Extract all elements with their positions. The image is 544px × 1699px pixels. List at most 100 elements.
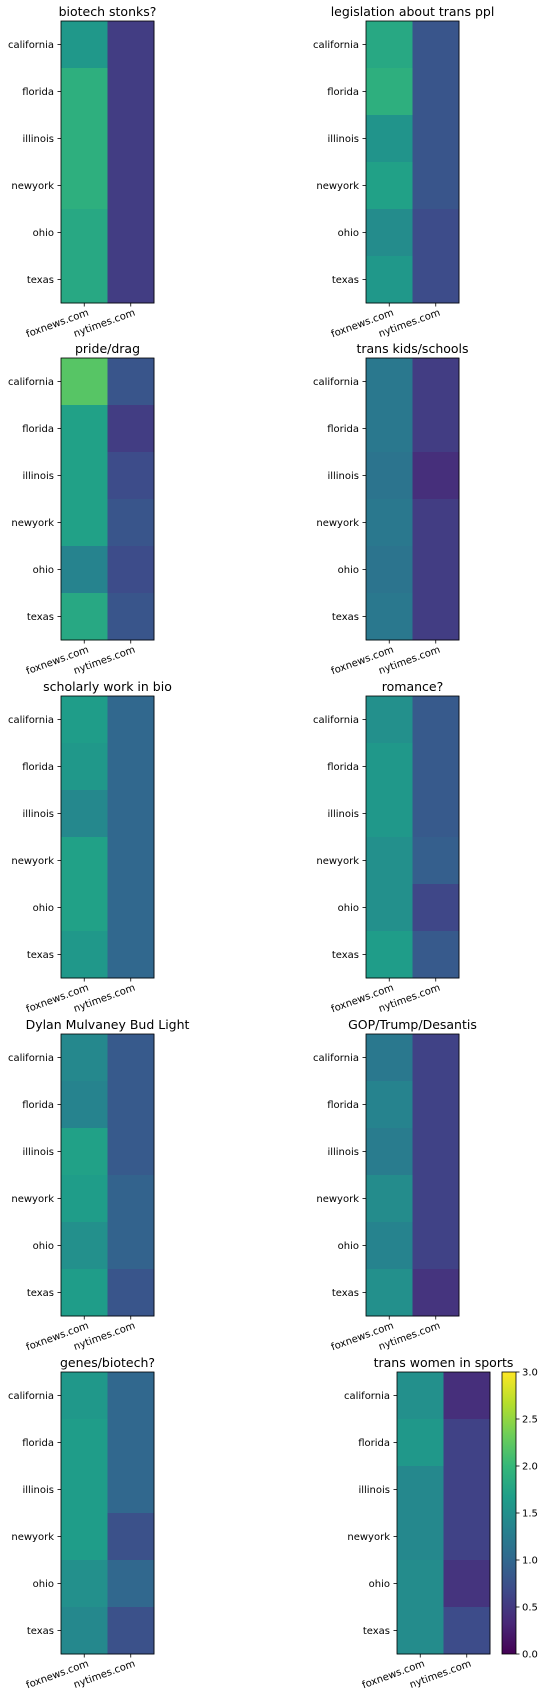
heatmap-cell [107,931,155,979]
heatmap-cell [107,452,155,500]
heatmap-cell [61,1466,108,1514]
heatmap-cell [107,1607,155,1655]
y-tick-label: newyork [316,181,359,192]
y-tick-label: california [8,1053,54,1064]
y-tick-label: florida [327,762,359,773]
heatmap-cell [366,452,413,500]
heatmap-cell [412,593,460,641]
heatmap-cell [412,499,460,547]
heatmap-cell [397,1372,444,1420]
heatmap-cell [443,1419,491,1467]
heatmap-cell [61,21,108,69]
heatmap-cell [366,162,413,210]
y-tick-label: texas [332,1288,359,1299]
plot-frame [365,695,460,979]
heatmap-cell [366,790,413,838]
y-tick-label: california [313,715,359,726]
heatmap-cell [366,256,413,304]
heatmap-cell [366,696,413,744]
heatmap-cell [61,1419,108,1467]
y-tick-label: florida [22,87,54,98]
heatmap-cell [412,452,460,500]
y-tick-label: california [8,377,54,388]
heatmap-cell [107,884,155,932]
heatmap-cell [366,68,413,116]
heatmap-cell [61,790,108,838]
heatmap-cell [443,1372,491,1420]
heatmap-cell [107,593,155,641]
heatmap-cell [61,546,108,594]
heatmap-cell [366,499,413,547]
heatmap-cell [412,1128,460,1176]
y-tick-label: newyork [316,1194,359,1205]
heatmap-cell [366,1128,413,1176]
y-tick-label: ohio [338,228,359,239]
heatmap-trans-kids-schools: trans kids/schools california florida illin… [313,341,469,677]
heatmap-cell [61,837,108,885]
y-tick-label: illinois [22,1485,54,1496]
plot-frame [396,1371,491,1655]
chart-title: romance? [382,679,443,694]
y-tick-label: california [313,377,359,388]
heatmap-cell [412,358,460,406]
colorbar-tick-label: 1.0 [522,1556,538,1567]
heatmap-dylan-mulvaney-bud-light: Dylan Mulvaney Bud Light california florid… [8,1017,190,1353]
plot-frame [60,695,155,979]
heatmap-cell [107,696,155,744]
heatmap-cell [412,405,460,453]
heatmap-cell [61,68,108,116]
chart-title: trans women in sports [374,1355,514,1370]
heatmap-cell [412,1175,460,1223]
y-tick-label: texas [27,275,54,286]
heatmap-cell [61,931,108,979]
colorbar-tick-label: 2.0 [522,1462,538,1473]
heatmap-cell [412,21,460,69]
colorbar-tick-label: 0.0 [522,1650,538,1661]
chart-title: pride/drag [75,341,140,356]
heatmap-trans-women-in-sports: trans women in sports california florida il… [344,1355,513,1691]
plot-frame [60,1371,155,1655]
heatmap-cell [61,209,108,257]
heatmap-pride-drag: pride/drag california florida illinois newyo… [8,341,155,677]
heatmap-cell [443,1560,491,1608]
heatmap-cell [412,256,460,304]
heatmap-cell [107,115,155,163]
heatmap-cell [107,546,155,594]
heatmap-cell [107,1034,155,1082]
y-tick-label: newyork [347,1532,390,1543]
heatmap-cell [366,358,413,406]
heatmap-cell [107,1175,155,1223]
y-tick-label: newyork [316,518,359,529]
colorbar-tick-label: 1.5 [522,1509,538,1520]
heatmap-cell [443,1466,491,1514]
y-tick-label: illinois [327,471,359,482]
heatmap-cell [61,1081,108,1129]
heatmap-cell [412,1222,460,1270]
y-tick-label: florida [358,1438,390,1449]
heatmap-cell [107,1560,155,1608]
heatmap-cell [107,358,155,406]
heatmap-cell [366,884,413,932]
y-tick-label: texas [332,275,359,286]
y-tick-label: illinois [22,134,54,145]
y-tick-label: illinois [327,134,359,145]
heatmap-cell [107,1222,155,1270]
heatmap-cell [61,115,108,163]
colorbar-tick-label: 3.0 [522,1368,538,1379]
heatmap-cell [61,405,108,453]
heatmap-cell [412,837,460,885]
plot-frame [365,357,460,641]
heatmap-cell [107,1419,155,1467]
heatmap-cell [412,68,460,116]
y-tick-label: illinois [327,1147,359,1158]
heatmap-cell [397,1513,444,1561]
y-tick-label: illinois [22,809,54,820]
heatmap-legislation-about-trans-ppl: legislation about trans ppl california flo… [313,4,494,340]
heatmap-cell [107,1372,155,1420]
y-tick-label: newyork [11,1532,54,1543]
y-tick-label: florida [22,762,54,773]
heatmap-cell [61,884,108,932]
heatmap-cell [107,837,155,885]
heatmap-cell [107,1466,155,1514]
heatmap-cell [366,743,413,791]
